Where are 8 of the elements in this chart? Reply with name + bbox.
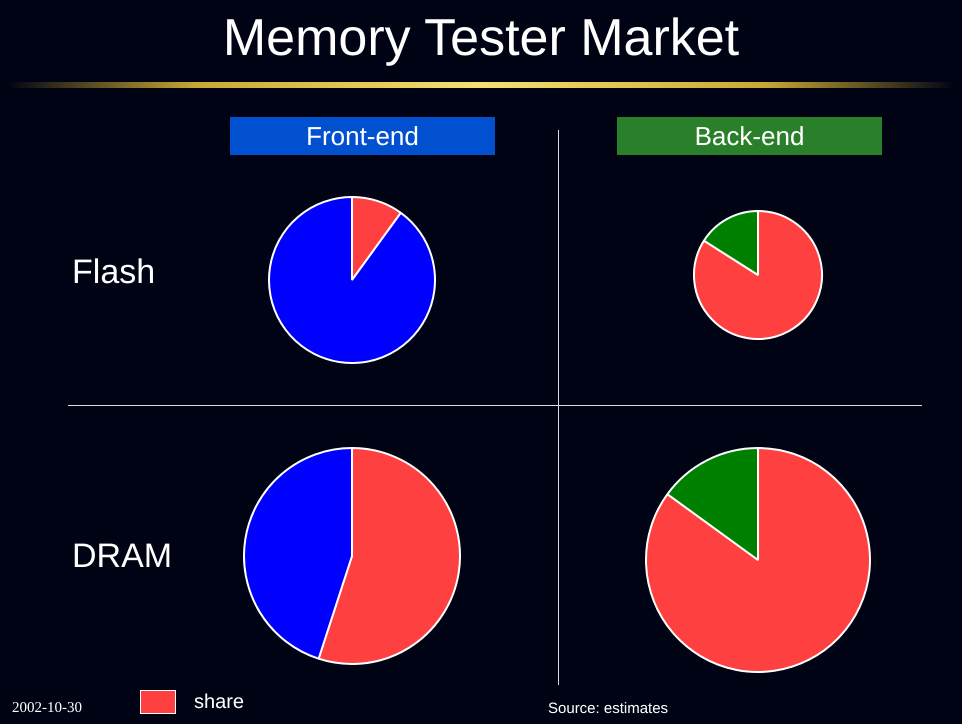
source-note: Source: estimates — [548, 700, 668, 717]
legend-label: share — [194, 690, 244, 714]
text: 2002-10-30 — [12, 700, 82, 717]
chart-title: Back-end — [617, 117, 882, 155]
text: DRAM — [72, 537, 172, 576]
text: Flash — [72, 253, 156, 292]
text: Memory Tester Market — [222, 8, 740, 68]
chart-title: Front-end — [230, 117, 495, 155]
